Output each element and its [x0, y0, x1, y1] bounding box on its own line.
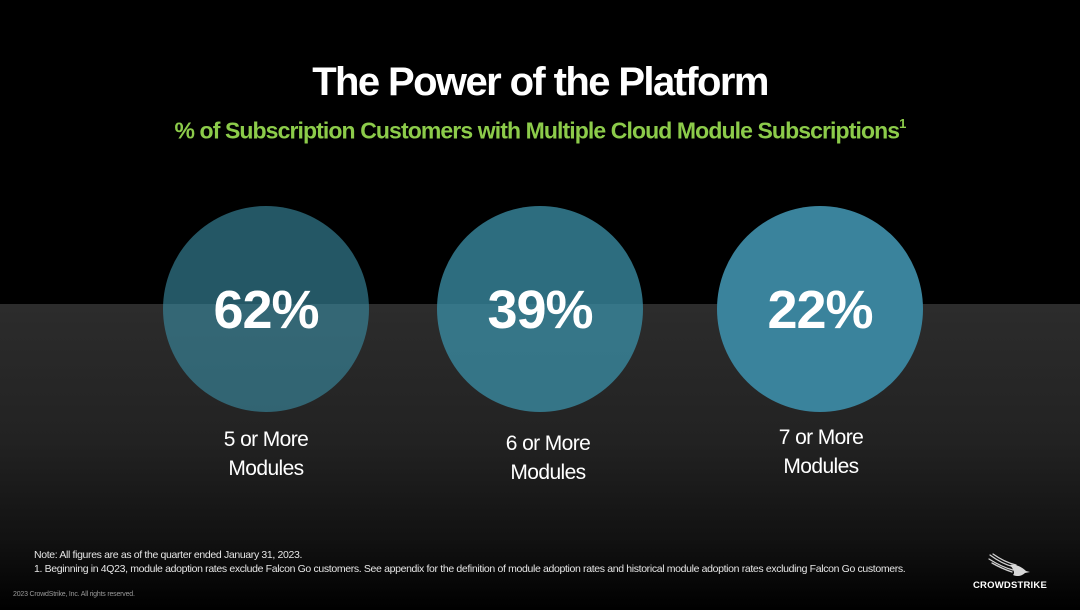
metric-circle-6-modules: 39% — [437, 206, 643, 412]
metric-label-6-modules: 6 or More Modules — [428, 429, 668, 487]
footnote-marker: 1 — [899, 116, 906, 131]
metric-label-7-modules: 7 or More Modules — [701, 423, 941, 481]
label-line-1: 6 or More — [505, 432, 591, 455]
footer-footnote-1: 1. Beginning in 4Q23, module adoption ra… — [34, 563, 906, 575]
slide-title: The Power of the Platform — [312, 60, 769, 104]
metric-circle-7-modules: 22% — [717, 206, 923, 412]
logo-wordmark: CROWDSTRIKE — [973, 580, 1047, 591]
subtitle-text: % of Subscription Customers with Multipl… — [174, 117, 901, 144]
metric-value: 62% — [213, 280, 319, 340]
metric-value: 39% — [487, 280, 593, 340]
falcon-icon — [988, 553, 1030, 577]
slide-subtitle: % of Subscription Customers with Multipl… — [0, 111, 1080, 146]
label-line-2: Modules — [510, 461, 586, 484]
label-line-2: Modules — [228, 457, 304, 480]
footer-note: Note: All figures are as of the quarter … — [34, 549, 303, 561]
metric-circle-5-modules: 62% — [163, 206, 369, 412]
label-line-1: 5 or More — [223, 428, 309, 451]
label-line-1: 7 or More — [778, 426, 864, 449]
label-line-2: Modules — [783, 455, 859, 478]
metric-label-5-modules: 5 or More Modules — [146, 425, 386, 483]
copyright-text: 2023 CrowdStrike, Inc. All rights reserv… — [13, 591, 135, 598]
metric-value: 22% — [767, 280, 873, 340]
crowdstrike-logo: CROWDSTRIKE — [970, 553, 1050, 593]
